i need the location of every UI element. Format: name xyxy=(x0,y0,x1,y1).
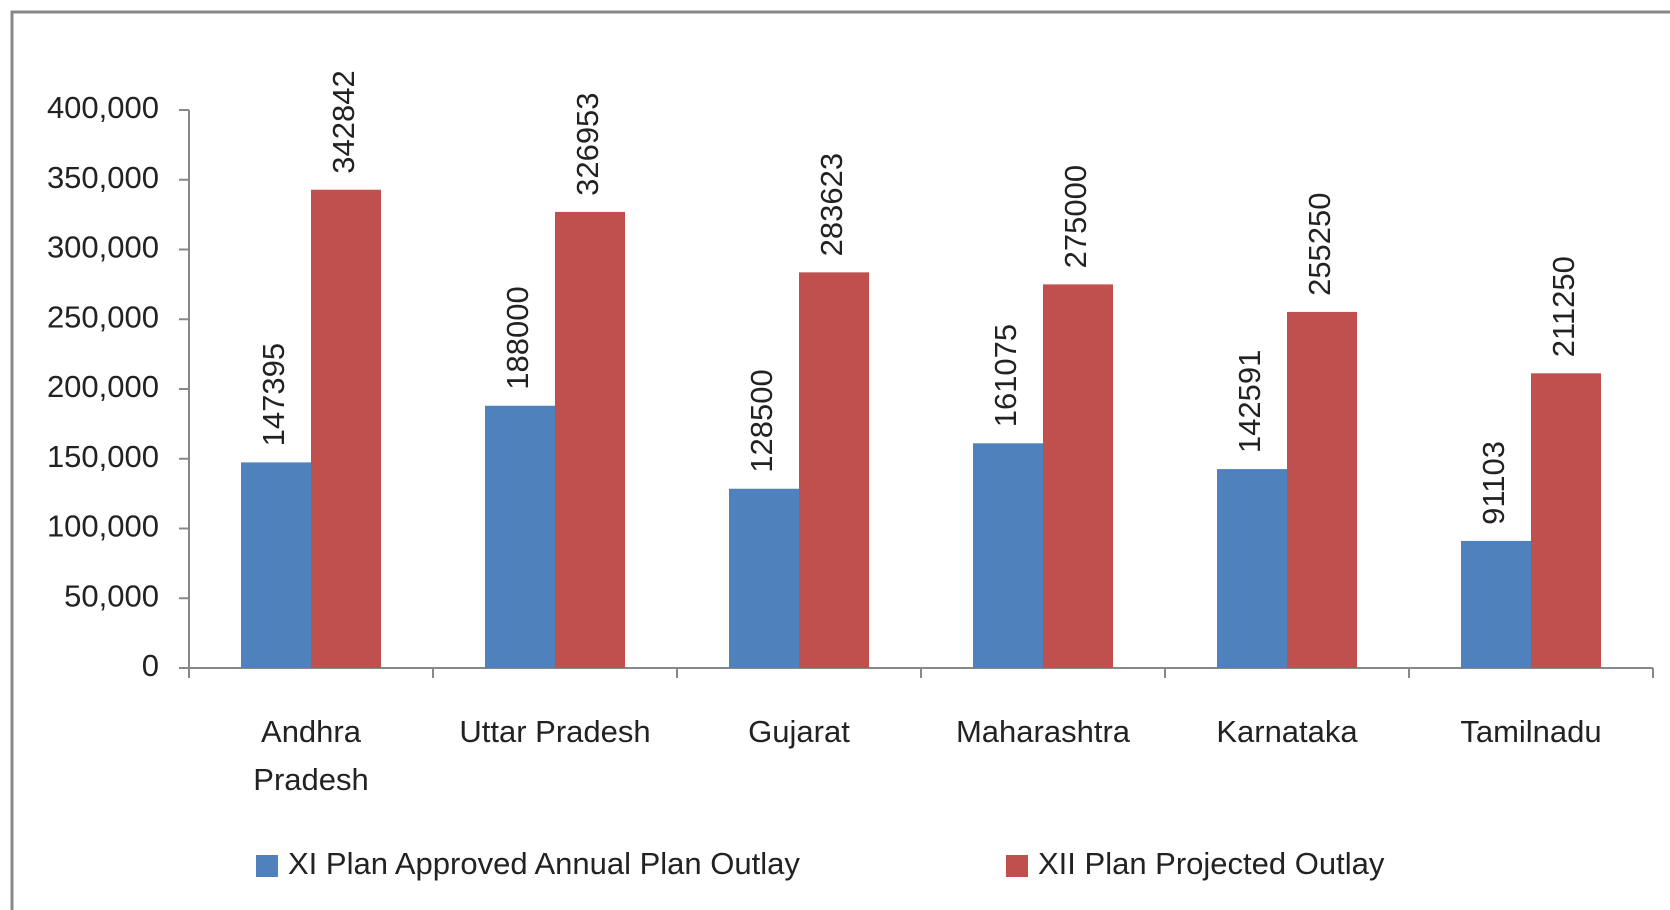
bar xyxy=(799,272,869,668)
y-tick-label: 250,000 xyxy=(47,299,159,334)
x-tick-label: Andhra Pradesh xyxy=(253,714,369,797)
data-label: 255250 xyxy=(1302,192,1337,295)
y-tick-label: 150,000 xyxy=(47,439,159,474)
y-tick-label: 100,000 xyxy=(47,509,159,544)
y-tick-label: 300,000 xyxy=(47,230,159,265)
y-tick-label: 50,000 xyxy=(64,578,159,613)
data-label: 342842 xyxy=(326,70,361,173)
bar xyxy=(1461,540,1531,668)
legend-swatch xyxy=(256,855,278,877)
legend-label: XII Plan Projected Outlay xyxy=(1038,846,1385,881)
data-label: 161075 xyxy=(988,324,1023,427)
data-label: 283623 xyxy=(814,153,849,256)
bar xyxy=(1531,373,1601,668)
x-tick-label: Karnataka xyxy=(1216,714,1358,749)
y-tick-label: 400,000 xyxy=(47,90,159,125)
bar xyxy=(1043,284,1113,668)
data-label: 142591 xyxy=(1232,350,1267,453)
y-tick-label: 350,000 xyxy=(47,160,159,195)
data-label: 147395 xyxy=(256,343,291,446)
x-tick-label: Gujarat xyxy=(748,714,850,749)
x-tick-label: Maharashtra xyxy=(955,714,1131,749)
data-label: 188000 xyxy=(500,286,535,389)
bar xyxy=(311,189,381,668)
data-label: 275000 xyxy=(1058,165,1093,268)
bar xyxy=(973,443,1043,668)
data-label: 326953 xyxy=(570,92,605,195)
y-tick-label: 0 xyxy=(142,648,159,683)
legend-label: XI Plan Approved Annual Plan Outlay xyxy=(288,846,800,881)
bar xyxy=(1287,311,1357,668)
bar xyxy=(555,211,625,668)
data-label: 91103 xyxy=(1476,441,1511,525)
data-label: 211250 xyxy=(1546,256,1581,357)
legend-swatch xyxy=(1006,855,1028,877)
bar xyxy=(729,488,799,668)
x-tick-label: Tamilnadu xyxy=(1460,714,1602,749)
bar xyxy=(241,462,311,668)
data-label: 128500 xyxy=(744,369,779,472)
bar xyxy=(1217,469,1287,668)
x-tick-label: Uttar Pradesh xyxy=(459,714,651,749)
bar xyxy=(485,405,555,668)
y-tick-label: 200,000 xyxy=(47,369,159,404)
